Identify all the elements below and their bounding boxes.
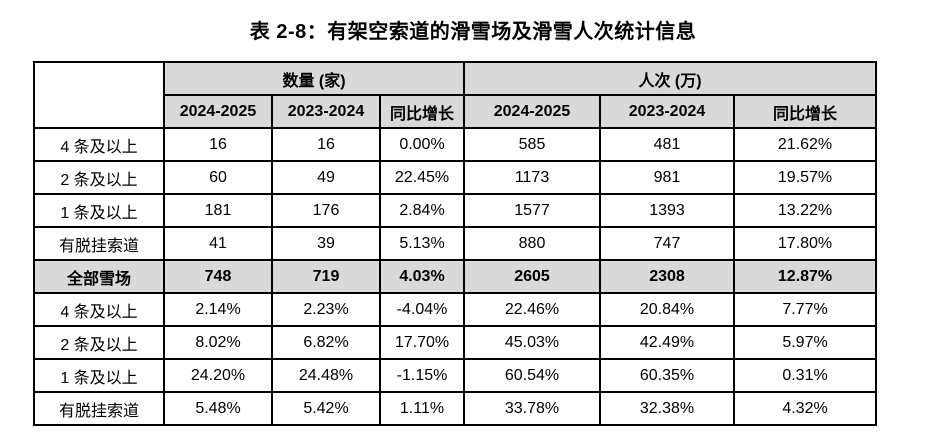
col-header-visits-2023-2024: 2023-2024 [599,94,736,129]
cell: 181 [163,193,273,228]
cell: -4.04% [378,292,466,327]
table-row: 2 条及以上 60 49 22.45% 1173 981 19.57% [33,160,878,195]
cell: 22.45% [378,160,466,195]
cell: 12.87% [733,259,878,294]
cell: 748 [163,259,273,294]
group-header-count: 数量 (家) [162,61,466,96]
cell: 981 [599,160,736,195]
row-label: 有脱挂索道 [33,226,165,261]
cell: 2308 [599,259,736,294]
table-row: 4 条及以上 16 16 0.00% 585 481 21.62% [33,127,878,162]
table-row: 1 条及以上 24.20% 24.48% -1.15% 60.54% 60.35… [33,358,878,393]
cell: 1393 [599,193,736,228]
table-row: 1 条及以上 181 176 2.84% 1577 1393 13.22% [33,193,878,228]
cell: 747 [599,226,736,261]
group-header-row: 数量 (家) 人次 (万) [33,61,878,129]
col-header-count-2024-2025: 2024-2025 [163,94,273,129]
row-label: 全部雪场 [33,259,165,294]
cell: 0.31% [733,358,878,393]
cell: 2605 [463,259,602,294]
cell: 0.00% [378,127,466,162]
col-header-count-2023-2024: 2023-2024 [271,94,381,129]
corner-cell [33,61,165,129]
ski-resort-stats-table: 数量 (家) 人次 (万) 2024-2025 2023-2024 同比增长 2… [33,61,878,426]
table-row: 4 条及以上 2.14% 2.23% -4.04% 22.46% 20.84% … [33,292,878,327]
cell: 41 [163,226,273,261]
table-row: 有脱挂索道 41 39 5.13% 880 747 17.80% [33,226,878,261]
cell: 1.11% [378,391,466,426]
cell: 1173 [463,160,602,195]
cell: 2.14% [163,292,273,327]
cell: 17.80% [733,226,878,261]
row-label: 2 条及以上 [33,325,165,360]
cell: 5.42% [271,391,381,426]
row-label: 4 条及以上 [33,292,165,327]
cell: 33.78% [463,391,602,426]
cell: 880 [463,226,602,261]
cell: 39 [271,226,381,261]
cell: 20.84% [599,292,736,327]
cell: 17.70% [378,325,466,360]
cell: 5.48% [163,391,273,426]
row-label: 1 条及以上 [33,358,165,393]
table-row: 有脱挂索道 5.48% 5.42% 1.11% 33.78% 32.38% 4.… [33,391,878,426]
cell: 4.32% [733,391,878,426]
cell: 22.46% [463,292,602,327]
cell: 1577 [463,193,602,228]
row-label: 1 条及以上 [33,193,165,228]
cell: 5.97% [733,325,878,360]
cell: 585 [463,127,602,162]
cell: 24.20% [163,358,273,393]
col-header-visits-2024-2025: 2024-2025 [463,94,602,129]
col-header-count-yoy: 同比增长 [378,94,466,129]
cell: 60 [163,160,273,195]
cell: 21.62% [733,127,878,162]
group-header-visits: 人次 (万) [463,61,878,96]
cell: 4.03% [378,259,466,294]
cell: -1.15% [378,358,466,393]
row-label: 有脱挂索道 [33,391,165,426]
cell: 7.77% [733,292,878,327]
cell: 45.03% [463,325,602,360]
cell: 60.54% [463,358,602,393]
cell: 24.48% [271,358,381,393]
cell: 176 [271,193,381,228]
row-label: 2 条及以上 [33,160,165,195]
cell: 6.82% [271,325,381,360]
cell: 2.23% [271,292,381,327]
cell: 32.38% [599,391,736,426]
row-label: 4 条及以上 [33,127,165,162]
cell: 42.49% [599,325,736,360]
table-row: 2 条及以上 8.02% 6.82% 17.70% 45.03% 42.49% … [33,325,878,360]
cell: 2.84% [378,193,466,228]
column-header-row: 2024-2025 2023-2024 同比增长 2024-2025 2023-… [34,94,878,129]
cell: 8.02% [163,325,273,360]
cell: 16 [163,127,273,162]
page-title: 表 2-8：有架空索道的滑雪场及滑雪人次统计信息 [249,21,697,43]
table-row-total: 全部雪场 748 719 4.03% 2605 2308 12.87% [33,259,878,294]
cell: 16 [271,127,381,162]
cell: 719 [271,259,381,294]
cell: 19.57% [733,160,878,195]
cell: 13.22% [733,193,878,228]
cell: 481 [599,127,736,162]
cell: 49 [271,160,381,195]
cell: 60.35% [599,358,736,393]
cell: 5.13% [378,226,466,261]
col-header-visits-yoy: 同比增长 [733,94,878,129]
